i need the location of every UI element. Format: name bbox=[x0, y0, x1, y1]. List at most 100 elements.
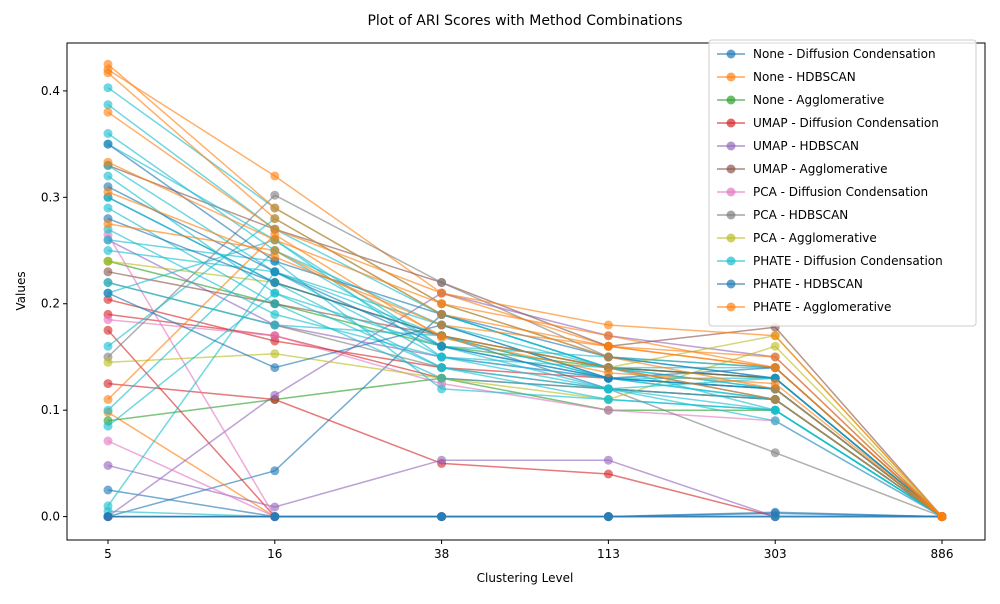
data-point bbox=[437, 352, 447, 362]
data-point bbox=[270, 390, 280, 400]
data-point bbox=[270, 171, 280, 181]
legend-label: PHATE - HDBSCAN bbox=[753, 277, 863, 291]
data-point bbox=[437, 512, 447, 522]
data-point bbox=[437, 341, 447, 351]
legend-marker bbox=[726, 233, 736, 243]
data-point bbox=[270, 267, 280, 277]
data-point bbox=[103, 512, 113, 522]
data-point bbox=[437, 278, 447, 287]
legend-marker bbox=[726, 279, 736, 289]
legend-marker bbox=[726, 72, 736, 82]
data-point bbox=[603, 341, 613, 351]
data-point bbox=[103, 83, 113, 93]
data-point bbox=[103, 129, 113, 138]
legend-marker bbox=[726, 164, 736, 174]
data-point bbox=[603, 352, 613, 362]
data-point bbox=[603, 320, 613, 330]
data-point bbox=[270, 299, 280, 309]
plot-points bbox=[103, 59, 947, 522]
data-point bbox=[603, 368, 613, 378]
x-tick-label: 38 bbox=[434, 547, 449, 561]
series-line bbox=[107, 223, 943, 518]
plot-lines bbox=[107, 63, 943, 518]
data-point bbox=[103, 107, 113, 117]
data-point bbox=[437, 384, 447, 394]
data-point bbox=[603, 384, 613, 394]
data-point bbox=[603, 469, 613, 479]
data-point bbox=[270, 512, 280, 522]
data-point bbox=[770, 395, 780, 404]
data-point bbox=[103, 357, 113, 367]
legend-marker bbox=[726, 141, 736, 151]
data-point bbox=[603, 455, 613, 465]
data-point bbox=[437, 455, 447, 465]
data-point bbox=[770, 331, 780, 341]
data-point bbox=[103, 288, 113, 298]
data-point bbox=[103, 461, 113, 470]
data-point bbox=[270, 502, 280, 512]
data-point bbox=[603, 512, 613, 522]
legend-label: UMAP - Diffusion Condensation bbox=[753, 116, 939, 130]
x-tick-label: 303 bbox=[764, 547, 787, 561]
data-point bbox=[103, 267, 113, 277]
data-point bbox=[603, 405, 613, 415]
legend-box bbox=[708, 39, 977, 327]
data-point bbox=[103, 68, 113, 78]
x-axis-label: Clustering Level bbox=[477, 571, 574, 585]
legend-marker bbox=[726, 95, 736, 105]
data-point bbox=[603, 331, 613, 341]
series-line bbox=[107, 111, 943, 518]
data-point bbox=[770, 508, 780, 518]
data-point bbox=[270, 349, 280, 359]
legend-marker bbox=[726, 49, 736, 59]
legend: None - Diffusion Condensation None - HDBS… bbox=[708, 39, 977, 327]
data-point bbox=[270, 309, 280, 319]
series-line bbox=[107, 233, 943, 518]
data-point bbox=[437, 333, 447, 343]
y-tick-label: 0.2 bbox=[41, 297, 60, 311]
legend-label: PCA - Diffusion Condensation bbox=[753, 185, 928, 199]
legend-marker bbox=[726, 210, 736, 220]
data-point bbox=[937, 512, 947, 522]
data-point bbox=[603, 395, 613, 404]
data-point bbox=[103, 187, 113, 197]
data-point bbox=[103, 395, 113, 404]
legend-label: PHATE - Agglomerative bbox=[753, 300, 891, 314]
legend-label: PCA - HDBSCAN bbox=[753, 208, 848, 222]
legend-marker bbox=[726, 187, 736, 197]
data-point bbox=[270, 320, 280, 330]
legend-label: UMAP - Agglomerative bbox=[753, 162, 888, 176]
data-point bbox=[103, 100, 113, 110]
series-line bbox=[107, 164, 943, 518]
data-point bbox=[103, 405, 113, 415]
legend-marker bbox=[726, 118, 736, 128]
legend-marker bbox=[726, 302, 736, 312]
data-point bbox=[103, 485, 113, 495]
chart-title: Plot of ARI Scores with Method Combinati… bbox=[367, 13, 682, 29]
data-point bbox=[103, 219, 113, 229]
data-point bbox=[103, 203, 113, 213]
data-point bbox=[770, 379, 780, 389]
data-point bbox=[270, 288, 280, 298]
data-point bbox=[103, 325, 113, 335]
data-point bbox=[270, 214, 280, 224]
y-axis-label: Values bbox=[14, 271, 28, 310]
data-point bbox=[103, 436, 113, 446]
legend-label: None - Diffusion Condensation bbox=[753, 47, 936, 61]
axes: 5 16 38 113 303 886 0.0 0.1 0.2 0.3 0.4 bbox=[41, 42, 986, 561]
legend-label: None - Agglomerative bbox=[753, 93, 884, 107]
legend-label: PHATE - Diffusion Condensation bbox=[753, 254, 943, 268]
data-point bbox=[437, 363, 447, 373]
legend-marker bbox=[726, 256, 736, 266]
plot-frame bbox=[66, 42, 986, 541]
y-tick-label: 0.4 bbox=[41, 84, 60, 98]
data-point bbox=[437, 299, 447, 309]
data-point bbox=[770, 341, 780, 351]
data-point bbox=[103, 315, 113, 325]
data-point bbox=[103, 341, 113, 351]
data-point bbox=[770, 405, 780, 415]
x-tick-label: 16 bbox=[267, 547, 282, 561]
y-tick-label: 0.1 bbox=[41, 403, 60, 417]
